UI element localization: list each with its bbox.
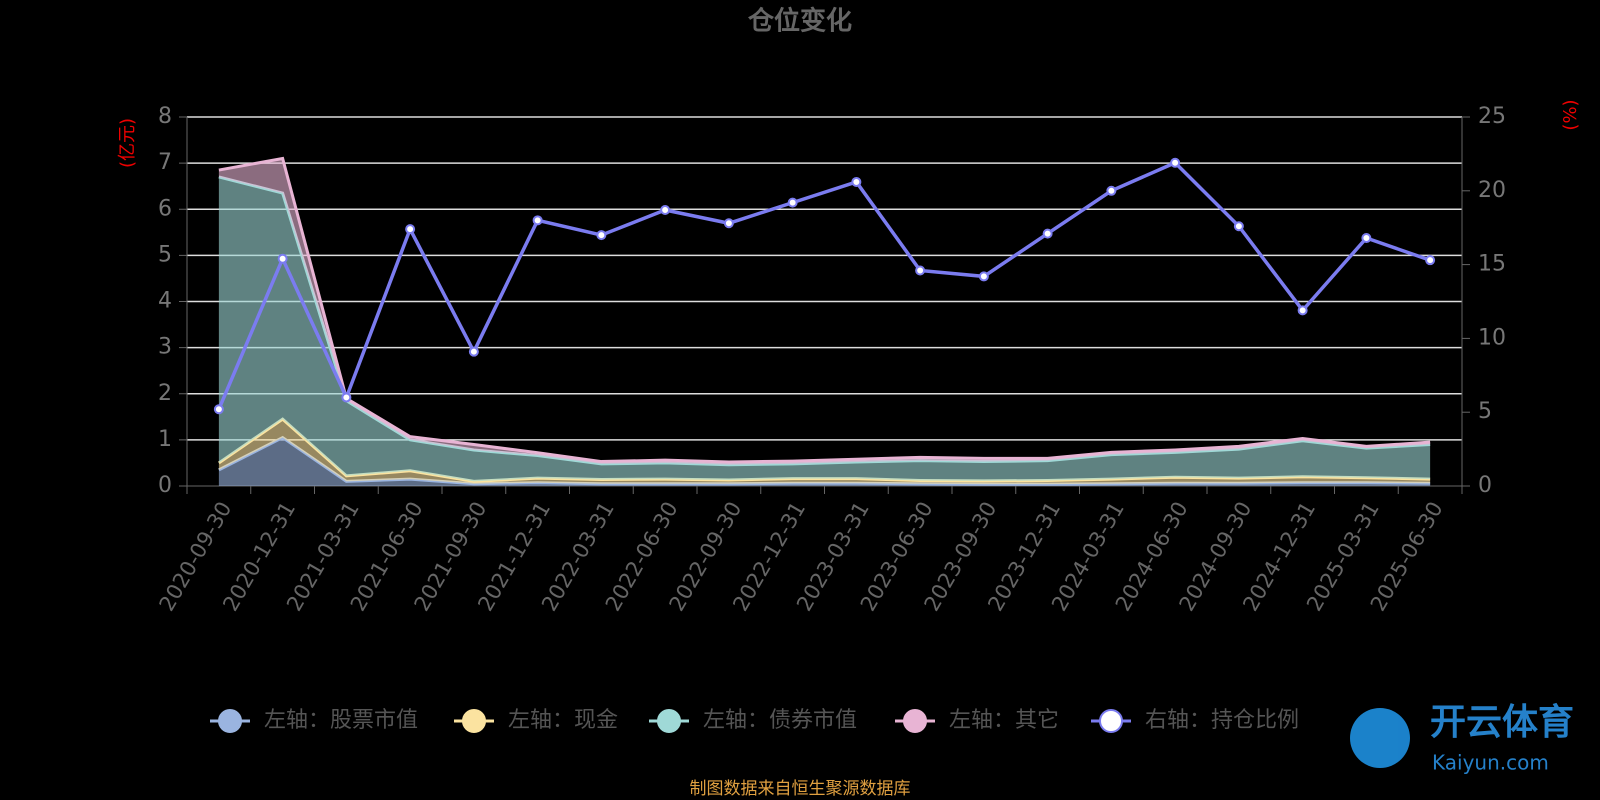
y-tick-label: 1 bbox=[158, 427, 172, 452]
area-fill bbox=[218, 437, 1431, 486]
lines bbox=[213, 157, 1436, 415]
legend-label: 右轴：持仓比例 bbox=[1145, 708, 1299, 733]
legend-item[interactable]: 左轴：股票市值 bbox=[210, 708, 418, 733]
ratio-point bbox=[532, 215, 543, 226]
ratio-point bbox=[596, 230, 607, 241]
legend-label: 左轴：其它 bbox=[949, 708, 1059, 733]
areas bbox=[218, 156, 1431, 486]
ratio-point bbox=[978, 271, 989, 282]
ratio-point bbox=[1042, 228, 1053, 239]
ratio-point bbox=[1170, 157, 1181, 168]
legend-marker bbox=[903, 709, 927, 733]
y2-tick-label: 25 bbox=[1478, 104, 1506, 129]
ratio-point bbox=[405, 224, 416, 235]
y-tick-label: 2 bbox=[158, 381, 172, 406]
ratio-point bbox=[787, 197, 798, 208]
y2-tick-label: 15 bbox=[1478, 252, 1506, 277]
chart-title: 仓位变化 bbox=[747, 6, 852, 37]
legend-item[interactable]: 左轴：现金 bbox=[454, 708, 618, 733]
y-tick-label: 3 bbox=[158, 335, 172, 360]
ratio-point bbox=[723, 218, 734, 229]
y-tick-label: 4 bbox=[158, 289, 172, 314]
legend-marker bbox=[218, 709, 242, 733]
y2-axis-label: (%) bbox=[1560, 99, 1581, 130]
watermark: 开云体育 Kaiyun.com bbox=[1350, 702, 1574, 775]
ratio-point bbox=[1297, 305, 1308, 316]
legend-label: 左轴：现金 bbox=[508, 708, 618, 733]
ratio-point bbox=[1233, 221, 1244, 232]
y-tick-label: 7 bbox=[158, 150, 172, 175]
y2-tick-label: 10 bbox=[1478, 325, 1506, 350]
y2-tick-label: 5 bbox=[1478, 399, 1492, 424]
y-tick-label: 8 bbox=[158, 104, 172, 129]
legend-marker bbox=[462, 709, 486, 733]
watermark-site: Kaiyun.com bbox=[1432, 751, 1549, 775]
ratio-point bbox=[213, 404, 224, 415]
plot-area bbox=[187, 116, 1462, 441]
source-note: 制图数据来自恒生聚源数据库 bbox=[690, 779, 911, 799]
area-fill bbox=[218, 176, 1431, 482]
legend-label: 左轴：债券市值 bbox=[703, 708, 857, 733]
ratio-point bbox=[1425, 255, 1436, 266]
legend-marker bbox=[657, 709, 681, 733]
ratio-point bbox=[468, 346, 479, 357]
ratio-line bbox=[217, 160, 1431, 410]
ratio-point bbox=[277, 253, 288, 264]
area-fill bbox=[218, 158, 1431, 465]
y-tick-label: 5 bbox=[158, 242, 172, 267]
watermark-logo bbox=[1350, 708, 1410, 768]
y-tick-label: 0 bbox=[158, 473, 172, 498]
legend-item[interactable]: 左轴：债券市值 bbox=[649, 708, 857, 733]
ratio-point bbox=[851, 176, 862, 187]
ratio-point bbox=[660, 204, 671, 215]
legend-marker bbox=[1099, 709, 1123, 733]
y-axis-label: (亿元) bbox=[117, 118, 138, 168]
y2-tick-label: 20 bbox=[1478, 178, 1506, 203]
ratio-point bbox=[1106, 185, 1117, 196]
ratio-point bbox=[341, 392, 352, 403]
y-tick-label: 6 bbox=[158, 196, 172, 221]
legend-label: 左轴：股票市值 bbox=[264, 708, 418, 733]
area-line bbox=[218, 156, 1431, 464]
ratio-point bbox=[915, 265, 926, 276]
y2-tick-label: 0 bbox=[1478, 473, 1492, 498]
legend-item[interactable]: 左轴：其它 bbox=[895, 708, 1059, 733]
legend-item[interactable]: 右轴：持仓比例 bbox=[1091, 708, 1299, 733]
watermark-name: 开云体育 bbox=[1430, 702, 1574, 743]
area-line bbox=[218, 175, 1431, 467]
ratio-point bbox=[1361, 233, 1372, 244]
